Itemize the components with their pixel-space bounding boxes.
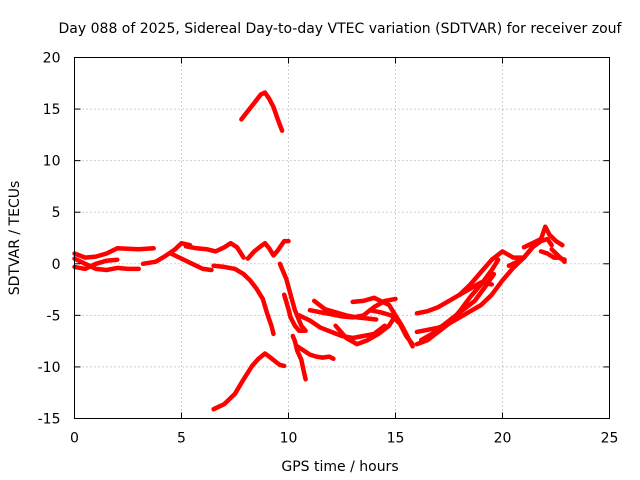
y-tick-label-15: 15 [43, 102, 61, 118]
series-s24 [414, 280, 495, 316]
series-s06 [183, 240, 246, 260]
x-tick-label-10: 10 [280, 431, 298, 447]
series-s19 [350, 295, 415, 349]
series-s17 [311, 298, 379, 322]
y-tick-label--15: -15 [38, 412, 61, 428]
series-s20 [367, 307, 415, 347]
x-tick-label-15: 15 [387, 431, 405, 447]
series-s18 [333, 313, 398, 347]
y-tick-label--5: -5 [47, 308, 61, 324]
grid-layer [74, 57, 610, 419]
series-s22 [414, 255, 527, 335]
y-tick-label-20: 20 [43, 51, 61, 67]
series-s05 [168, 251, 214, 273]
series-s14 [294, 344, 336, 361]
series-s10 [211, 351, 287, 412]
tick-layer: 0 5 10 15 20 25 -15 -10 -5 0 5 10 15 20 [38, 51, 619, 447]
x-tick-label-20: 20 [494, 431, 512, 447]
chart-title: Day 088 of 2025, Sidereal Day-to-day VTE… [59, 21, 623, 37]
series-s09 [239, 90, 285, 133]
series-s01 [72, 256, 141, 273]
series-s02 [72, 246, 156, 260]
series-s29 [549, 247, 567, 264]
y-tick-label-0: 0 [52, 257, 61, 273]
series-s23 [418, 271, 497, 343]
x-tick-label-0: 0 [70, 431, 79, 447]
x-axis-label: GPS time / hours [281, 459, 398, 475]
series-s07 [211, 263, 276, 337]
x-tick-label-5: 5 [177, 431, 186, 447]
series-s08 [245, 238, 291, 261]
series-s26 [506, 236, 554, 269]
series-s11 [277, 261, 308, 334]
y-tick-label-5: 5 [52, 205, 61, 221]
series-s03 [72, 257, 120, 272]
x-tick-label-25: 25 [601, 431, 619, 447]
series-s27 [521, 224, 565, 250]
y-tick-label-10: 10 [43, 154, 61, 170]
plot-frame [74, 57, 610, 419]
series-layer [72, 90, 567, 412]
series-s13 [290, 333, 308, 382]
y-tick-label--10: -10 [38, 360, 61, 376]
series-s12 [281, 292, 306, 334]
y-axis-label: SDTVAR / TECUs [7, 181, 23, 296]
